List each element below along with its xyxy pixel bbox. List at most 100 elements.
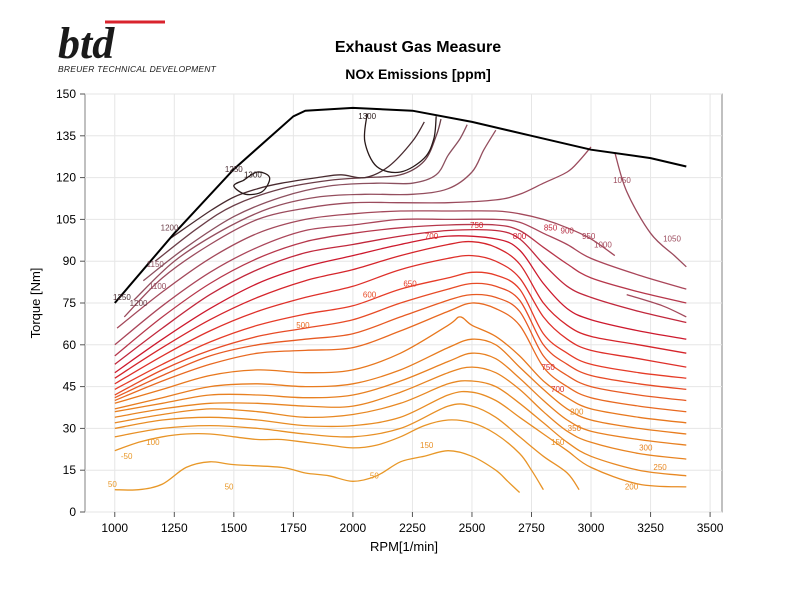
contour-line-550 <box>114 293 687 402</box>
contour-line-750 <box>114 240 687 379</box>
contour-line-350 <box>114 352 687 446</box>
contour-line-50 <box>114 450 521 493</box>
x-tick-label: 2500 <box>459 521 486 535</box>
contour-line-150 <box>114 403 580 491</box>
contour-label: 200 <box>570 407 584 416</box>
contour-line-400 <box>114 338 687 435</box>
contour-line-700 <box>114 254 687 385</box>
full-load-boundary <box>114 106 687 304</box>
contour-label: 650 <box>403 279 417 288</box>
x-tick-label: 3000 <box>578 521 605 535</box>
contour-label: 50 <box>225 483 234 492</box>
x-tick-label: 1750 <box>280 521 307 535</box>
contour-line-1200 <box>154 118 442 262</box>
contour-label: 800 <box>513 232 527 241</box>
x-tick-label: 3500 <box>697 521 724 535</box>
chart-subtitle: NOx Emissions [ppm] <box>345 66 490 82</box>
grid-lines <box>85 93 722 513</box>
contour-lines <box>114 113 687 493</box>
x-tick-label: 2750 <box>518 521 545 535</box>
contour-labels: 50 -50 100 50 50 150 200 250 300 350 200 150 700 750 5… <box>108 112 682 492</box>
contour-line-1150 <box>142 124 468 282</box>
contour-line-1050 <box>614 152 687 268</box>
contour-label: 50 <box>108 480 117 489</box>
x-tick-label: 2000 <box>340 521 367 535</box>
contour-line-650 <box>114 271 687 390</box>
boundary-line <box>114 106 687 304</box>
contour-line-1250 <box>169 121 425 240</box>
contour-label: 300 <box>639 444 653 453</box>
contour-label: 700 <box>551 385 565 394</box>
contour-label: 1300 <box>358 112 376 121</box>
contour-label: 1050 <box>663 235 681 244</box>
contour-line-500 <box>114 302 687 413</box>
chart-title: Exhaust Gas Measure <box>335 39 501 56</box>
contour-line-1000 <box>116 210 616 329</box>
contour-label: 200 <box>625 483 639 492</box>
contour-label: 750 <box>470 221 484 230</box>
y-tick-label: 75 <box>63 296 77 310</box>
contour-line-1300 <box>363 113 437 174</box>
contour-line-1000 <box>626 293 687 318</box>
contour-label: 1250 <box>113 293 131 302</box>
logo-text: btd <box>58 19 115 68</box>
contour-line-950 <box>114 218 687 346</box>
y-tick-label: 120 <box>56 171 76 185</box>
contour-label: 1150 <box>147 260 165 269</box>
y-tick-label: 30 <box>63 421 77 435</box>
y-tick-label: 135 <box>56 129 76 143</box>
y-tick-label: 15 <box>63 463 77 477</box>
contour-label: 900 <box>561 226 575 235</box>
y-axis-ticks: 0 15 30 45 60 75 90 105 120 135 150 <box>56 87 85 519</box>
contour-line-200 <box>114 390 687 488</box>
contour-line-1050 <box>123 146 592 318</box>
y-tick-label: 150 <box>56 87 76 101</box>
contour-label: 1200 <box>161 224 179 233</box>
contour-label: 50 <box>370 472 379 481</box>
contour-line-900 <box>114 223 687 357</box>
contour-label: 1250 <box>225 165 243 174</box>
contour-label: 700 <box>425 232 439 241</box>
x-tick-label: 2250 <box>399 521 426 535</box>
contour-label: 1100 <box>149 282 167 291</box>
x-axis-label: RPM[1/min] <box>370 539 438 554</box>
contour-label: 250 <box>653 463 667 472</box>
contour-label: 100 <box>146 438 160 447</box>
contour-label: 600 <box>363 290 377 299</box>
y-tick-label: 90 <box>63 254 77 268</box>
contour-line-1100 <box>133 129 497 301</box>
contour-label: 150 <box>551 438 565 447</box>
x-tick-label: 1250 <box>161 521 188 535</box>
x-tick-label: 1000 <box>101 521 128 535</box>
contour-label: 350 <box>568 424 582 433</box>
btd-logo: btd BREUER TECHNICAL DEVELOPMENT <box>58 19 217 74</box>
y-tick-label: 45 <box>63 380 77 394</box>
y-tick-label: 60 <box>63 338 77 352</box>
contour-label: 1000 <box>594 240 612 249</box>
contour-line-600 <box>114 282 687 396</box>
plot-area: 50-5010050501502002503003502001507007505… <box>56 87 724 535</box>
contour-label: 150 <box>420 441 434 450</box>
contour-label: -50 <box>121 452 133 461</box>
x-tick-label: 3250 <box>637 521 664 535</box>
logo-subtitle: BREUER TECHNICAL DEVELOPMENT <box>58 64 217 74</box>
y-axis-label: Torque [Nm] <box>28 268 43 339</box>
contour-line-300 <box>114 366 687 460</box>
contour-label: 750 <box>541 363 555 372</box>
contour-label: 1050 <box>613 176 631 185</box>
x-axis-ticks: 1000 1250 1500 1750 2000 2250 2500 2750 3000 3250… <box>101 512 724 535</box>
y-tick-label: 105 <box>56 212 76 226</box>
contour-line-100 <box>114 419 544 491</box>
contour-line-1300 <box>233 171 271 196</box>
contour-line-250 <box>114 380 687 477</box>
contour-line-850 <box>114 229 687 365</box>
contour-line-800 <box>114 235 687 374</box>
contour-label: 850 <box>544 224 558 233</box>
contour-label: 950 <box>582 232 596 241</box>
contour-label: 500 <box>296 321 310 330</box>
contour-line-450 <box>114 316 687 424</box>
x-tick-label: 1500 <box>220 521 247 535</box>
contour-label: 1200 <box>130 299 148 308</box>
y-tick-label: 0 <box>69 505 76 519</box>
